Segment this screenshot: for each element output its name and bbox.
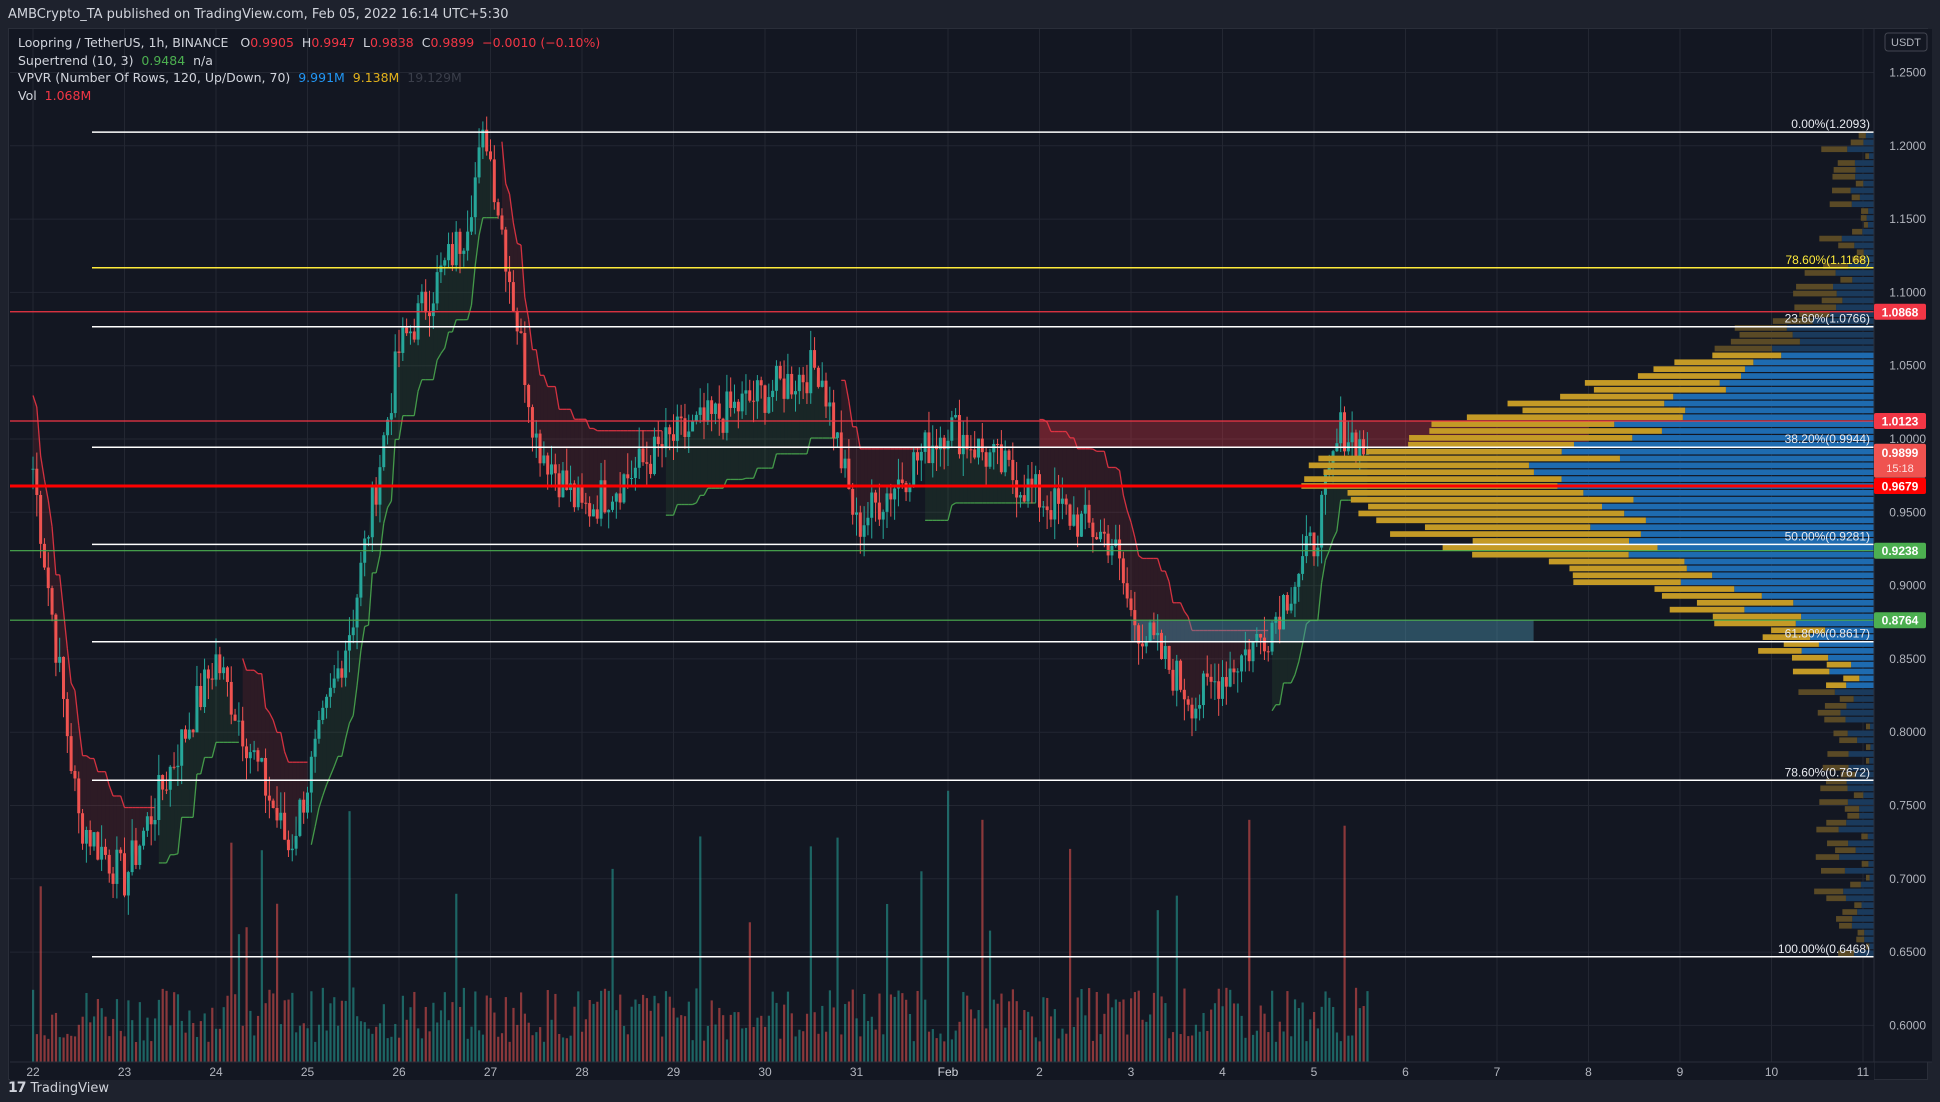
fib-label: 100.00%(0.6468) (1778, 942, 1870, 956)
date-tick: 8 (1585, 1065, 1592, 1079)
price-tick: 0.6500 (1889, 945, 1926, 959)
volume-bars (32, 790, 1369, 1062)
price-label (1874, 303, 1926, 320)
currency-button[interactable] (1884, 32, 1928, 52)
vpvr-legend[interactable]: VPVR (Number Of Rows, 120, Up/Down, 70) … (18, 70, 462, 85)
fib-label: 0.00%(1.2093) (1791, 117, 1870, 131)
svg-text:0.9899: 0.9899 (1882, 446, 1919, 460)
volume-value: 1.068M (44, 87, 92, 103)
price-tick: 1.1500 (1889, 212, 1926, 226)
date-tick: 3 (1128, 1065, 1135, 1079)
price-tick: 1.0000 (1889, 432, 1926, 446)
date-tick: 4 (1219, 1065, 1226, 1079)
supertrend-indicator (32, 129, 1368, 896)
supertrend-legend[interactable]: Supertrend (10, 3) 0.9484 n/a (18, 52, 213, 68)
price-tick: 0.7000 (1889, 872, 1926, 886)
supertrend-value: 0.9484 (141, 52, 186, 68)
fib-label: 78.60%(0.7672) (1785, 765, 1870, 779)
date-tick: 9 (1677, 1065, 1684, 1079)
last-price-label (1874, 443, 1926, 478)
bar-countdown: 15:18 (1886, 463, 1914, 475)
price-label (1874, 412, 1926, 429)
svg-text:0.9238: 0.9238 (1882, 544, 1919, 558)
date-tick: 27 (484, 1065, 498, 1079)
price-label (1874, 612, 1926, 629)
publish-info: AMBCrypto_TA published on TradingView.co… (8, 7, 509, 22)
price-tick: 0.8000 (1889, 725, 1926, 739)
change-value: −0.0010 (−0.10%) (482, 35, 601, 50)
vpvr-down-value: 9.138M (352, 70, 400, 85)
svg-text:1.0123: 1.0123 (1882, 414, 1919, 428)
symbol-name: Loopring / TetherUS, 1h, BINANCE (18, 35, 229, 50)
volume-legend[interactable]: Vol 1.068M (18, 87, 92, 103)
price-tick: 0.9500 (1889, 505, 1926, 519)
price-tick: 1.2500 (1889, 66, 1926, 80)
date-tick: 29 (667, 1065, 681, 1079)
fibonacci-retracement[interactable]: 0.00%(1.2093) 78.60%(1.1168) 23.60%(1.0766… (92, 117, 1874, 958)
price-label (1874, 478, 1926, 495)
chart-legend: Loopring / TetherUS, 1h, BINANCE O0.9905… (18, 34, 600, 104)
price-tick: 0.7500 (1889, 799, 1926, 813)
fib-label: 50.00%(0.9281) (1785, 529, 1870, 543)
brand-name: TradingView (30, 1080, 110, 1096)
price-label (1874, 542, 1926, 559)
price-tick: 1.1000 (1889, 285, 1926, 299)
svg-text:1.0868: 1.0868 (1882, 305, 1919, 319)
price-axis[interactable]: 1.2500 1.2000 1.1500 1.1000 1.0500 1.0000 0.95… (1873, 29, 1932, 1080)
footer: 17 TradingView (8, 1077, 109, 1099)
date-tick: 30 (758, 1065, 772, 1079)
date-tick: 6 (1402, 1065, 1409, 1079)
date-tick: Feb (938, 1065, 959, 1079)
support-box[interactable] (1131, 620, 1534, 642)
date-tick: 7 (1494, 1065, 1501, 1079)
date-tick: 22 (26, 1065, 40, 1079)
time-axis[interactable]: 22 23 24 25 26 27 28 29 30 31 Feb 2 3 4 5 6 7 8 9 10 11 (10, 1061, 1932, 1080)
vpvr-up-value: 9.991M (298, 70, 345, 85)
fib-label: 61.80%(0.8617) (1785, 627, 1870, 641)
currency-label: USDT (1891, 37, 1921, 49)
price-tick: 0.6000 (1889, 1018, 1926, 1032)
date-tick: 26 (392, 1065, 406, 1079)
open-value: 0.9905 (250, 35, 294, 50)
date-tick: 25 (301, 1065, 315, 1079)
vpvr-total-value: 19.129M (407, 70, 462, 85)
date-tick: 2 (1036, 1065, 1043, 1079)
tradingview-logo-icon: 17 (8, 1080, 27, 1096)
symbol-legend[interactable]: Loopring / TetherUS, 1h, BINANCE O0.9905… (18, 35, 601, 50)
price-tick: 0.8500 (1889, 652, 1926, 666)
plot-area[interactable]: 0.00%(1.2093) 78.60%(1.1168) 23.60%(1.0766… (10, 29, 1874, 1062)
fib-label: 23.60%(1.0766) (1785, 312, 1870, 326)
date-tick: 28 (575, 1065, 589, 1079)
high-value: 0.9947 (311, 35, 356, 50)
close-value: 0.9899 (430, 35, 475, 50)
date-tick: 10 (1765, 1065, 1779, 1079)
svg-text:0.8764: 0.8764 (1882, 614, 1919, 628)
price-tick: 1.0500 (1889, 359, 1926, 373)
svg-text:0.9679: 0.9679 (1882, 480, 1919, 494)
candlesticks (31, 116, 1369, 915)
fib-label: 78.60%(1.1168) (1785, 253, 1870, 267)
date-tick: 24 (209, 1065, 223, 1079)
price-tick: 0.9000 (1889, 579, 1926, 593)
date-tick: 23 (118, 1065, 132, 1079)
price-tick: 1.2000 (1889, 139, 1926, 153)
fib-label: 38.20%(0.9944) (1785, 432, 1870, 446)
date-tick: 11 (1857, 1065, 1870, 1079)
low-value: 0.9838 (370, 35, 414, 50)
date-tick: 31 (850, 1065, 864, 1079)
date-tick: 5 (1311, 1065, 1318, 1079)
